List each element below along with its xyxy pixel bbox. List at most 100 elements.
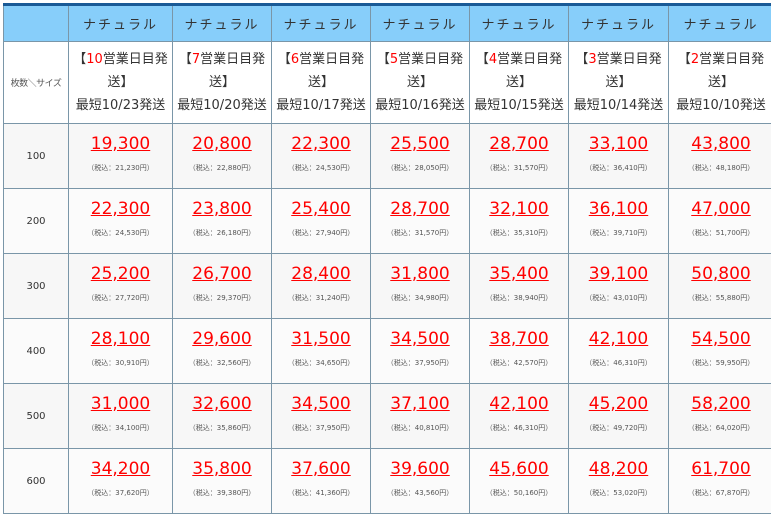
ship-date: 最短10/15発送	[474, 98, 563, 113]
price-link[interactable]: 58,200	[669, 394, 771, 414]
price-cell: 48,200 （税込：53,020円）	[569, 449, 669, 514]
ship-suffix: 営業日目発送】	[200, 52, 265, 90]
price-cell: 31,000（税込：34,100円）	[69, 384, 173, 449]
price-link[interactable]: 50,800	[669, 264, 771, 284]
ship-prefix: 【	[73, 52, 86, 67]
price-link[interactable]: 19,300	[69, 134, 172, 154]
tax-included-price: （税込：28,050円）	[371, 163, 469, 173]
price-link[interactable]: 35,400	[470, 264, 568, 284]
shipping-info: 【10営業日目発送】最短10/23発送	[69, 42, 173, 124]
price-link[interactable]: 25,500	[371, 134, 469, 154]
price-table: ナチュラルナチュラルナチュラルナチュラルナチュラルナチュラルナチュラル 枚数＼サ…	[3, 3, 771, 514]
tax-included-price: （税込：39,710円）	[569, 228, 668, 238]
tax-included-price: （税込：31,570円）	[470, 163, 568, 173]
ship-suffix: 営業日目発送】	[597, 52, 662, 90]
ship-prefix: 【	[678, 52, 691, 67]
price-cell: 29,600（税込：32,560円）	[173, 319, 272, 384]
price-link[interactable]: 54,500	[669, 329, 771, 349]
price-link[interactable]: 22,300	[69, 199, 172, 219]
tax-included-price: （税込：43,010円）	[569, 293, 668, 303]
price-cell: 38,700（税込：42,570円）	[470, 319, 569, 384]
price-link[interactable]: 37,600	[272, 459, 370, 479]
price-link[interactable]: 33,100	[569, 134, 668, 154]
price-cell: 34,500（税込：37,950円）	[371, 319, 470, 384]
price-link[interactable]: 28,700	[371, 199, 469, 219]
price-link[interactable]: 25,200	[69, 264, 172, 284]
ship-prefix: 【	[278, 52, 291, 67]
price-link[interactable]: 36,100	[569, 199, 668, 219]
price-link[interactable]: 43,800	[669, 134, 771, 154]
price-link[interactable]: 29,600	[173, 329, 271, 349]
price-link[interactable]: 34,200	[69, 459, 172, 479]
business-days: 6	[291, 52, 299, 67]
tax-included-price: （税込：34,980円）	[371, 293, 469, 303]
tax-included-price: （税込：24,530円）	[272, 163, 370, 173]
ship-suffix: 営業日目発送】	[398, 52, 463, 90]
tax-included-price: （税込：35,860円）	[173, 423, 271, 433]
column-header: ナチュラル	[669, 5, 771, 42]
price-link[interactable]: 23,800	[173, 199, 271, 219]
business-days: 3	[588, 52, 596, 67]
price-cell: 37,100 （税込：40,810円）	[371, 384, 470, 449]
column-header: ナチュラル	[173, 5, 272, 42]
corner-label: 枚数＼サイズ	[4, 42, 69, 124]
price-link[interactable]: 38,700	[470, 329, 568, 349]
tax-included-price: （税込：43,560円）	[371, 488, 469, 498]
price-cell: 35,800（税込：39,380円）	[173, 449, 272, 514]
price-link[interactable]: 39,100	[569, 264, 668, 284]
price-link[interactable]: 25,400	[272, 199, 370, 219]
price-cell: 45,200（税込：49,720円）	[569, 384, 669, 449]
price-cell: 39,100 （税込：43,010円）	[569, 254, 669, 319]
price-cell: 42,100（税込：46,310円）	[569, 319, 669, 384]
price-link[interactable]: 28,100	[69, 329, 172, 349]
price-link[interactable]: 39,600	[371, 459, 469, 479]
price-link[interactable]: 31,000	[69, 394, 172, 414]
price-link[interactable]: 26,700	[173, 264, 271, 284]
price-link[interactable]: 47,000	[669, 199, 771, 219]
price-link[interactable]: 31,500	[272, 329, 370, 349]
price-link[interactable]: 45,200	[569, 394, 668, 414]
price-link[interactable]: 34,500	[371, 329, 469, 349]
tax-included-price: （税込：40,810円）	[371, 423, 469, 433]
ship-date: 最短10/10発送	[676, 98, 765, 113]
column-header: ナチュラル	[69, 5, 173, 42]
price-cell: 26,700（税込：29,370円）	[173, 254, 272, 319]
price-cell: 61,700（税込：67,870円）	[669, 449, 771, 514]
price-cell: 32,100（税込：35,310円）	[470, 189, 569, 254]
price-cell: 22,300（税込：24,530円）	[69, 189, 173, 254]
ship-date: 最短10/20発送	[177, 98, 266, 113]
tax-included-price: （税込：26,180円）	[173, 228, 271, 238]
tax-included-price: （税込：50,160円）	[470, 488, 568, 498]
business-days: 10	[86, 52, 103, 67]
tax-included-price: （税込：53,020円）	[569, 488, 668, 498]
price-link[interactable]: 37,100	[371, 394, 469, 414]
business-days: 2	[691, 52, 699, 67]
price-cell: 31,800 （税込：34,980円）	[371, 254, 470, 319]
price-link[interactable]: 42,100	[569, 329, 668, 349]
business-days: 7	[192, 52, 200, 67]
price-link[interactable]: 34,500	[272, 394, 370, 414]
price-cell: 25,400（税込：27,940円）	[272, 189, 371, 254]
shipping-row: 枚数＼サイズ【10営業日目発送】最短10/23発送【7営業日目発送】最短10/2…	[4, 42, 771, 124]
price-cell: 33,100（税込：36,410円）	[569, 124, 669, 189]
tax-included-price: （税込：51,700円）	[669, 228, 771, 238]
price-link[interactable]: 28,700	[470, 134, 568, 154]
price-link[interactable]: 22,300	[272, 134, 370, 154]
price-link[interactable]: 48,200	[569, 459, 668, 479]
price-cell: 47,000 （税込：51,700円）	[669, 189, 771, 254]
price-link[interactable]: 31,800	[371, 264, 469, 284]
price-link[interactable]: 20,800	[173, 134, 271, 154]
price-link[interactable]: 32,100	[470, 199, 568, 219]
price-link[interactable]: 61,700	[669, 459, 771, 479]
price-link[interactable]: 32,600	[173, 394, 271, 414]
ship-date: 最短10/17発送	[276, 98, 365, 113]
price-link[interactable]: 42,100	[470, 394, 568, 414]
price-link[interactable]: 28,400	[272, 264, 370, 284]
price-link[interactable]: 35,800	[173, 459, 271, 479]
price-cell: 39,600 （税込：43,560円）	[371, 449, 470, 514]
column-header: ナチュラル	[371, 5, 470, 42]
price-link[interactable]: 45,600	[470, 459, 568, 479]
